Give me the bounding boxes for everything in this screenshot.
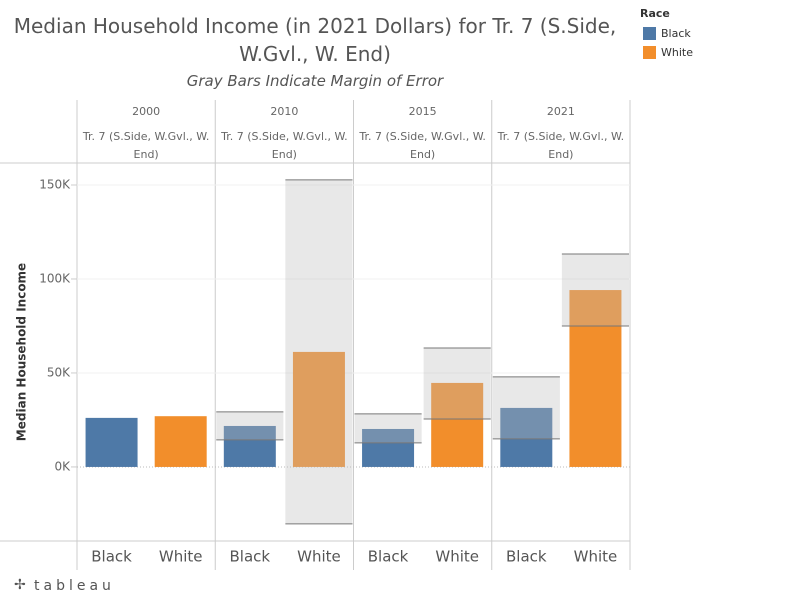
bar (569, 290, 622, 467)
footer-icon: ✢ (14, 577, 26, 593)
panel-year: 2010 (270, 105, 299, 118)
panel-year: 2021 (546, 105, 575, 118)
margin-of-error (285, 179, 353, 524)
margin-of-error (492, 376, 560, 439)
legend-title: Race (640, 7, 670, 20)
margin-of-error (216, 411, 284, 440)
x-tick-label: Black (506, 548, 547, 566)
bar (223, 425, 276, 467)
legend-swatch (643, 46, 656, 59)
footer-brand: tableau (34, 578, 115, 594)
panel-tract: Tr. 7 (S.Side, W.Gvl., W. End) (359, 130, 486, 161)
x-tick-label: Black (368, 548, 409, 566)
footer-bar (0, 572, 800, 600)
x-tick-label: White (297, 548, 341, 566)
bar (154, 416, 207, 467)
y-tick-label: 50K (47, 365, 71, 379)
x-tick-label: Black (230, 548, 271, 566)
x-tick-label: White (574, 548, 618, 566)
panel-tract: Tr. 7 (S.Side, W.Gvl., W. End) (82, 130, 210, 161)
legend-label: Black (661, 27, 691, 40)
margin-of-error (354, 413, 422, 443)
y-tick-label: 150K (39, 177, 71, 191)
y-tick-label: 100K (39, 271, 71, 285)
x-tick-label: Black (91, 548, 132, 566)
panel-year: 2015 (408, 105, 437, 118)
chart-subtitle: Gray Bars Indicate Margin of Error (186, 72, 444, 90)
bar (500, 407, 553, 467)
margin-of-error (423, 347, 491, 420)
legend-label: White (661, 46, 693, 59)
y-axis-title: Median Household Income (15, 263, 29, 441)
x-tick-label: White (435, 548, 479, 566)
y-tick-label: 0K (54, 459, 71, 473)
bar (292, 351, 345, 467)
bar (431, 382, 484, 467)
panel-tract: Tr. 7 (S.Side, W.Gvl., W. End) (221, 130, 348, 161)
chart-title: Median Household Income (in 2021 Dollars… (13, 14, 617, 66)
x-tick-label: White (159, 548, 203, 566)
margin-of-error (561, 253, 629, 326)
bar (85, 417, 138, 467)
bar (362, 428, 415, 467)
panel-year: 2000 (132, 105, 161, 118)
legend-swatch (643, 27, 656, 40)
panel-tract: Tr. 7 (S.Side, W.Gvl., W. End) (497, 130, 625, 161)
